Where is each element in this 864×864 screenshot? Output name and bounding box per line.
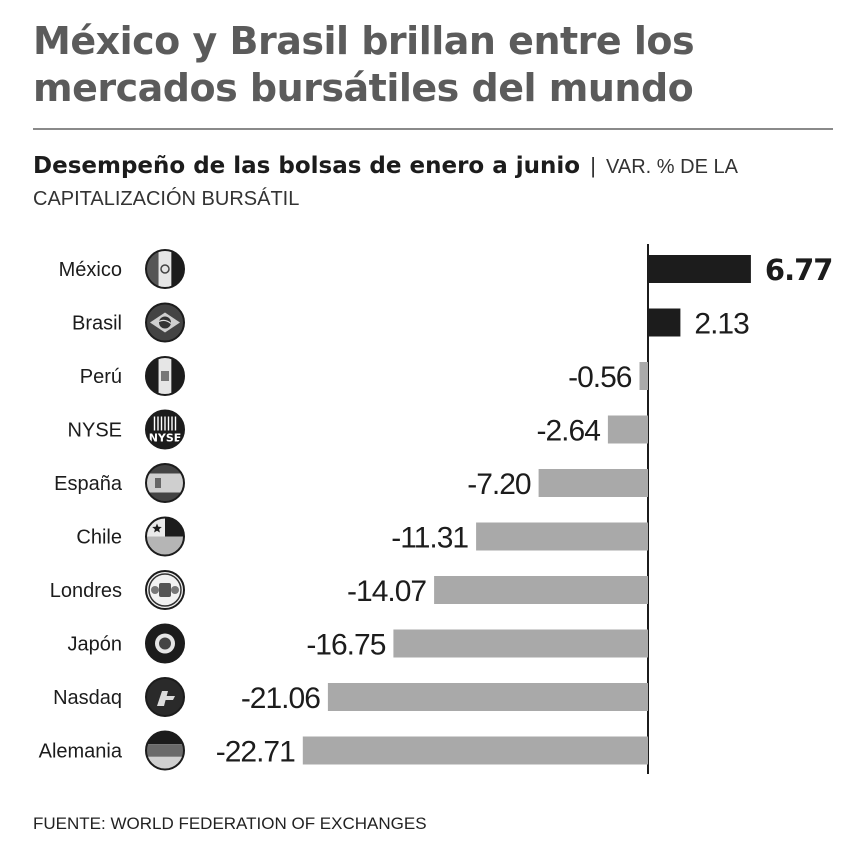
- bar-row-espana: España -7.20: [54, 463, 648, 503]
- brasil-flag-icon: [145, 302, 185, 343]
- category-label: Alemania: [39, 741, 123, 763]
- value-label: 2.13: [694, 308, 749, 341]
- subtitle-separator: |: [590, 153, 596, 178]
- category-label: Japón: [68, 634, 123, 656]
- bar: [393, 629, 648, 658]
- chart-title: México y Brasil brillan entre los mercad…: [33, 18, 843, 112]
- category-label: México: [59, 259, 122, 281]
- category-label: Perú: [80, 366, 122, 388]
- bar-row-alemania: Alemania -22.71: [39, 730, 648, 771]
- subtitle-unit-2: CAPITALIZACIÓN BURSÁTIL: [33, 188, 300, 210]
- category-label: España: [54, 473, 123, 495]
- title-line-2: mercados bursátiles del mundo: [33, 66, 694, 110]
- value-label: -0.56: [568, 361, 632, 394]
- alemania-flag-icon: [145, 730, 185, 771]
- value-label: 6.77: [765, 253, 833, 287]
- nyse-logo-text: NYSE: [149, 432, 182, 445]
- category-label: NYSE: [68, 420, 122, 442]
- source-note: FUENTE: WORLD FEDERATION OF EXCHANGES: [33, 814, 427, 833]
- subtitle-bold: Desempeño de las bolsas de enero a junio: [33, 153, 581, 179]
- title-divider: [33, 128, 833, 130]
- value-label: -7.20: [467, 468, 531, 501]
- londres-crest-icon: [145, 570, 185, 610]
- value-label: -14.07: [347, 575, 426, 608]
- peru-flag-icon: [145, 356, 185, 396]
- bar-row-chile: Chile -11.31: [76, 516, 648, 557]
- value-label: -16.75: [306, 629, 385, 662]
- bar: [434, 576, 648, 604]
- bar: [476, 522, 648, 551]
- bar: [538, 469, 648, 497]
- value-label: -2.64: [537, 415, 601, 448]
- bar: [607, 415, 648, 444]
- value-label: -21.06: [241, 682, 320, 715]
- bar: [327, 683, 648, 711]
- chile-flag-icon: [145, 516, 185, 557]
- mexico-flag-icon: [145, 249, 185, 289]
- chart-subtitle: Desempeño de las bolsas de enero a junio…: [33, 150, 833, 215]
- bar: [648, 308, 681, 337]
- japon-flag-icon: [145, 623, 185, 664]
- nyse-logo-icon: NYSE: [145, 409, 185, 450]
- bar-row-brasil: Brasil 2.13: [72, 302, 750, 343]
- bar-row-mexico: México 6.77: [59, 249, 833, 289]
- category-label: Londres: [50, 580, 122, 602]
- value-label: -11.31: [391, 522, 468, 555]
- bar-row-japon: Japón -16.75: [68, 623, 648, 664]
- bar: [639, 362, 648, 390]
- category-label: Chile: [76, 527, 122, 549]
- category-label: Nasdaq: [53, 687, 122, 709]
- bar-row-peru: Perú -0.56: [80, 356, 648, 396]
- bar: [302, 736, 648, 765]
- nasdaq-logo-icon: [145, 677, 185, 717]
- espana-flag-icon: [145, 463, 185, 503]
- title-line-1: México y Brasil brillan entre los: [33, 19, 695, 63]
- value-label: -22.71: [216, 736, 295, 769]
- bar-row-londres: Londres -14.07: [50, 570, 648, 610]
- bar-row-nyse: NYSE NYSE -2.64: [68, 409, 648, 450]
- subtitle-unit-1: VAR. % DE LA: [606, 156, 738, 178]
- bar: [648, 255, 751, 283]
- bar-row-nasdaq: Nasdaq -21.06: [53, 677, 648, 717]
- category-label: Brasil: [72, 313, 122, 335]
